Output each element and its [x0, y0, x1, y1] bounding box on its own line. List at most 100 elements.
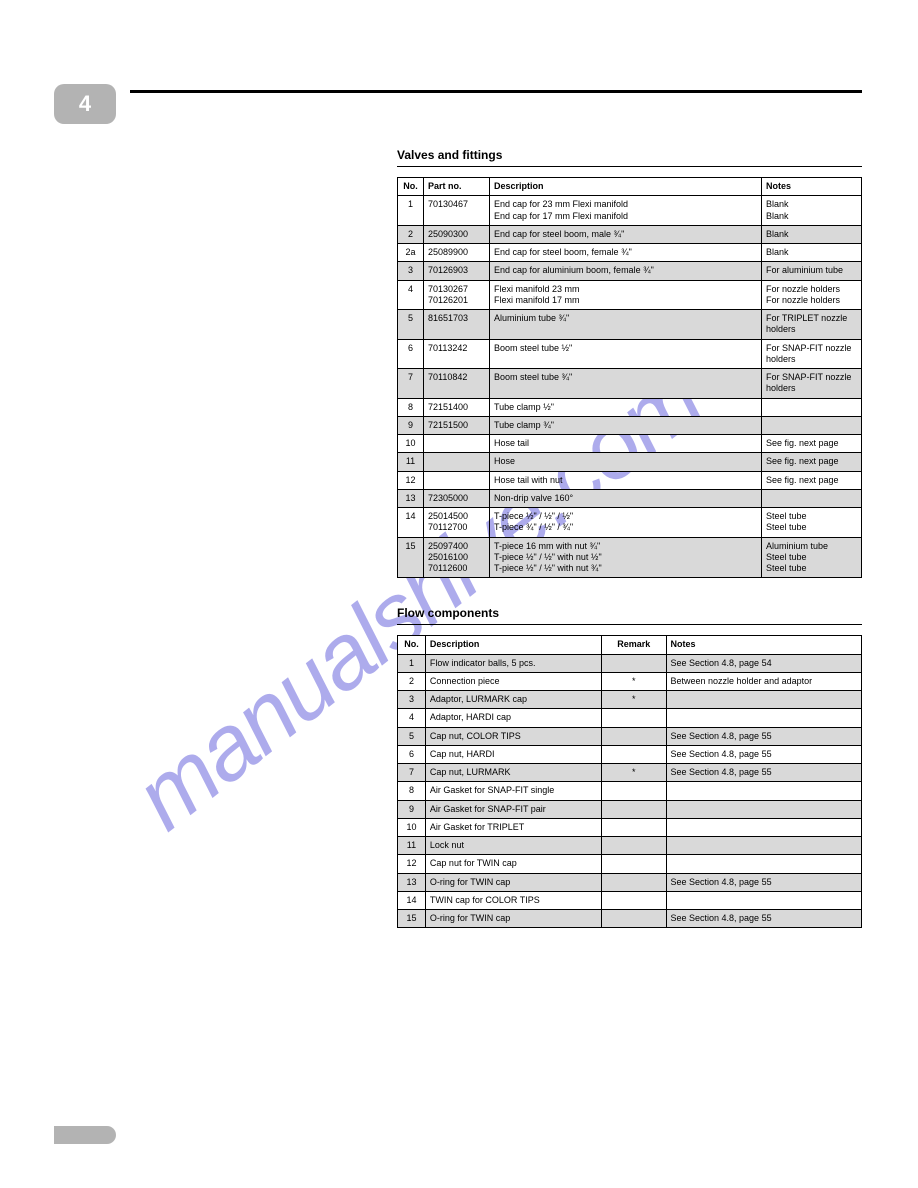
table-cell: 4	[398, 280, 424, 310]
table-cell: TWIN cap for COLOR TIPS	[425, 891, 601, 909]
table2-col-remark: Remark	[602, 636, 666, 654]
table-cell: For nozzle holdersFor nozzle holders	[762, 280, 862, 310]
table-cell	[666, 709, 862, 727]
table-row: 225090300End cap for steel boom, male ¾"…	[398, 225, 862, 243]
table-cell: Air Gasket for SNAP-FIT pair	[425, 800, 601, 818]
table-row: 10Hose tailSee fig. next page	[398, 435, 862, 453]
table-valves-fittings: No. Part no. Description Notes 170130467…	[397, 177, 862, 578]
table-cell: T-piece 16 mm with nut ¾"T-piece ½" / ½"…	[490, 537, 762, 578]
table2-header-row: No. Description Remark Notes	[398, 636, 862, 654]
table-cell: *	[602, 672, 666, 690]
table-cell: 70130467	[424, 196, 490, 226]
table2-col-no: No.	[398, 636, 426, 654]
table-cell: BlankBlank	[762, 196, 862, 226]
table-row: 9Air Gasket for SNAP-FIT pair	[398, 800, 862, 818]
table-cell: Tube clamp ½"	[490, 398, 762, 416]
table-row: 15250974002501610070112600T-piece 16 mm …	[398, 537, 862, 578]
table-cell: See Section 4.8, page 54	[666, 654, 862, 672]
table-cell: 8	[398, 782, 426, 800]
table1-col-desc: Description	[490, 178, 762, 196]
table-cell: See Section 4.8, page 55	[666, 873, 862, 891]
table-row: 2a25089900End cap for steel boom, female…	[398, 244, 862, 262]
table-cell: 7013026770126201	[424, 280, 490, 310]
table-cell: Flexi manifold 23 mmFlexi manifold 17 mm	[490, 280, 762, 310]
table-cell: T-piece ½" / ½" / ½"T-piece ¾" / ½" / ¾"	[490, 508, 762, 538]
table-cell: 70126903	[424, 262, 490, 280]
table-row: 581651703Aluminium tube ¾"For TRIPLET no…	[398, 310, 862, 340]
table-cell: 72151400	[424, 398, 490, 416]
table-cell	[602, 709, 666, 727]
table-cell: 13	[398, 489, 424, 507]
table-cell: Cap nut, HARDI	[425, 745, 601, 763]
table-cell: Cap nut, COLOR TIPS	[425, 727, 601, 745]
table-row: 3Adaptor, LURMARK cap*	[398, 691, 862, 709]
table-cell: See fig. next page	[762, 471, 862, 489]
table-cell: For SNAP-FIT nozzle holders	[762, 369, 862, 399]
table1-col-no: No.	[398, 178, 424, 196]
table-cell: 6	[398, 339, 424, 369]
table1-header-row: No. Part no. Description Notes	[398, 178, 862, 196]
table-cell: 15	[398, 910, 426, 928]
table-cell: Blank	[762, 225, 862, 243]
table-cell: 25089900	[424, 244, 490, 262]
table-cell	[602, 818, 666, 836]
table-cell: Lock nut	[425, 837, 601, 855]
table1-col-notes: Notes	[762, 178, 862, 196]
table2-col-notes: Notes	[666, 636, 862, 654]
table-row: 13O-ring for TWIN cap See Section 4.8, pa…	[398, 873, 862, 891]
table-row: 972151500Tube clamp ¾"	[398, 416, 862, 434]
table-row: 1Flow indicator balls, 5 pcs.See Section…	[398, 654, 862, 672]
table-cell: 5	[398, 727, 426, 745]
table-cell: End cap for 23 mm Flexi manifoldEnd cap …	[490, 196, 762, 226]
table-cell: 1	[398, 654, 426, 672]
table-cell: 72151500	[424, 416, 490, 434]
table-cell	[602, 800, 666, 818]
table1-caption: Valves and fittings	[397, 148, 862, 167]
table-cell: 12	[398, 471, 424, 489]
table-cell	[602, 782, 666, 800]
table-cell	[666, 891, 862, 909]
table-cell: See fig. next page	[762, 453, 862, 471]
table-cell	[602, 654, 666, 672]
table-cell: O-ring for TWIN cap	[425, 873, 601, 891]
table-row: 7Cap nut, LURMARK*See Section 4.8, page …	[398, 764, 862, 782]
chapter-badge: 4	[54, 84, 116, 124]
table-cell: For aluminium tube	[762, 262, 862, 280]
table-cell: End cap for steel boom, female ¾"	[490, 244, 762, 262]
table-cell	[602, 855, 666, 873]
table-cell: 250974002501610070112600	[424, 537, 490, 578]
table-cell: *	[602, 764, 666, 782]
table-cell	[666, 855, 862, 873]
table-cell: Air Gasket for TRIPLET	[425, 818, 601, 836]
table-cell: 7	[398, 369, 424, 399]
table-row: 670113242Boom steel tube ½"For SNAP-FIT …	[398, 339, 862, 369]
table-row: 5Cap nut, COLOR TIPSSee Section 4.8, pag…	[398, 727, 862, 745]
table-row: 12Hose tail with nutSee fig. next page	[398, 471, 862, 489]
table-row: 8Air Gasket for SNAP-FIT single	[398, 782, 862, 800]
table-row: 770110842Boom steel tube ¾"For SNAP-FIT …	[398, 369, 862, 399]
table-cell: 8	[398, 398, 424, 416]
table-cell: 2501450070112700	[424, 508, 490, 538]
table-cell: 13	[398, 873, 426, 891]
table-cell: End cap for aluminium boom, female ¾"	[490, 262, 762, 280]
table-cell	[666, 800, 862, 818]
table-cell: Blank	[762, 244, 862, 262]
table-cell: 11	[398, 453, 424, 471]
table-cell: 3	[398, 691, 426, 709]
table-cell: Between nozzle holder and adaptor	[666, 672, 862, 690]
table-cell: Hose	[490, 453, 762, 471]
table-cell	[424, 471, 490, 489]
table-row: 4Adaptor, HARDI cap	[398, 709, 862, 727]
table-cell: Cap nut, LURMARK	[425, 764, 601, 782]
table-cell: 2	[398, 225, 424, 243]
table-cell: 9	[398, 800, 426, 818]
table-cell: Air Gasket for SNAP-FIT single	[425, 782, 601, 800]
table-cell: Cap nut for TWIN cap	[425, 855, 601, 873]
table-cell: See Section 4.8, page 55	[666, 910, 862, 928]
table-row: 11Lock nut	[398, 837, 862, 855]
table-cell: Non-drip valve 160°	[490, 489, 762, 507]
table-row: 47013026770126201Flexi manifold 23 mmFle…	[398, 280, 862, 310]
table-cell: For SNAP-FIT nozzle holders	[762, 339, 862, 369]
table-cell: 10	[398, 818, 426, 836]
table-cell	[602, 745, 666, 763]
